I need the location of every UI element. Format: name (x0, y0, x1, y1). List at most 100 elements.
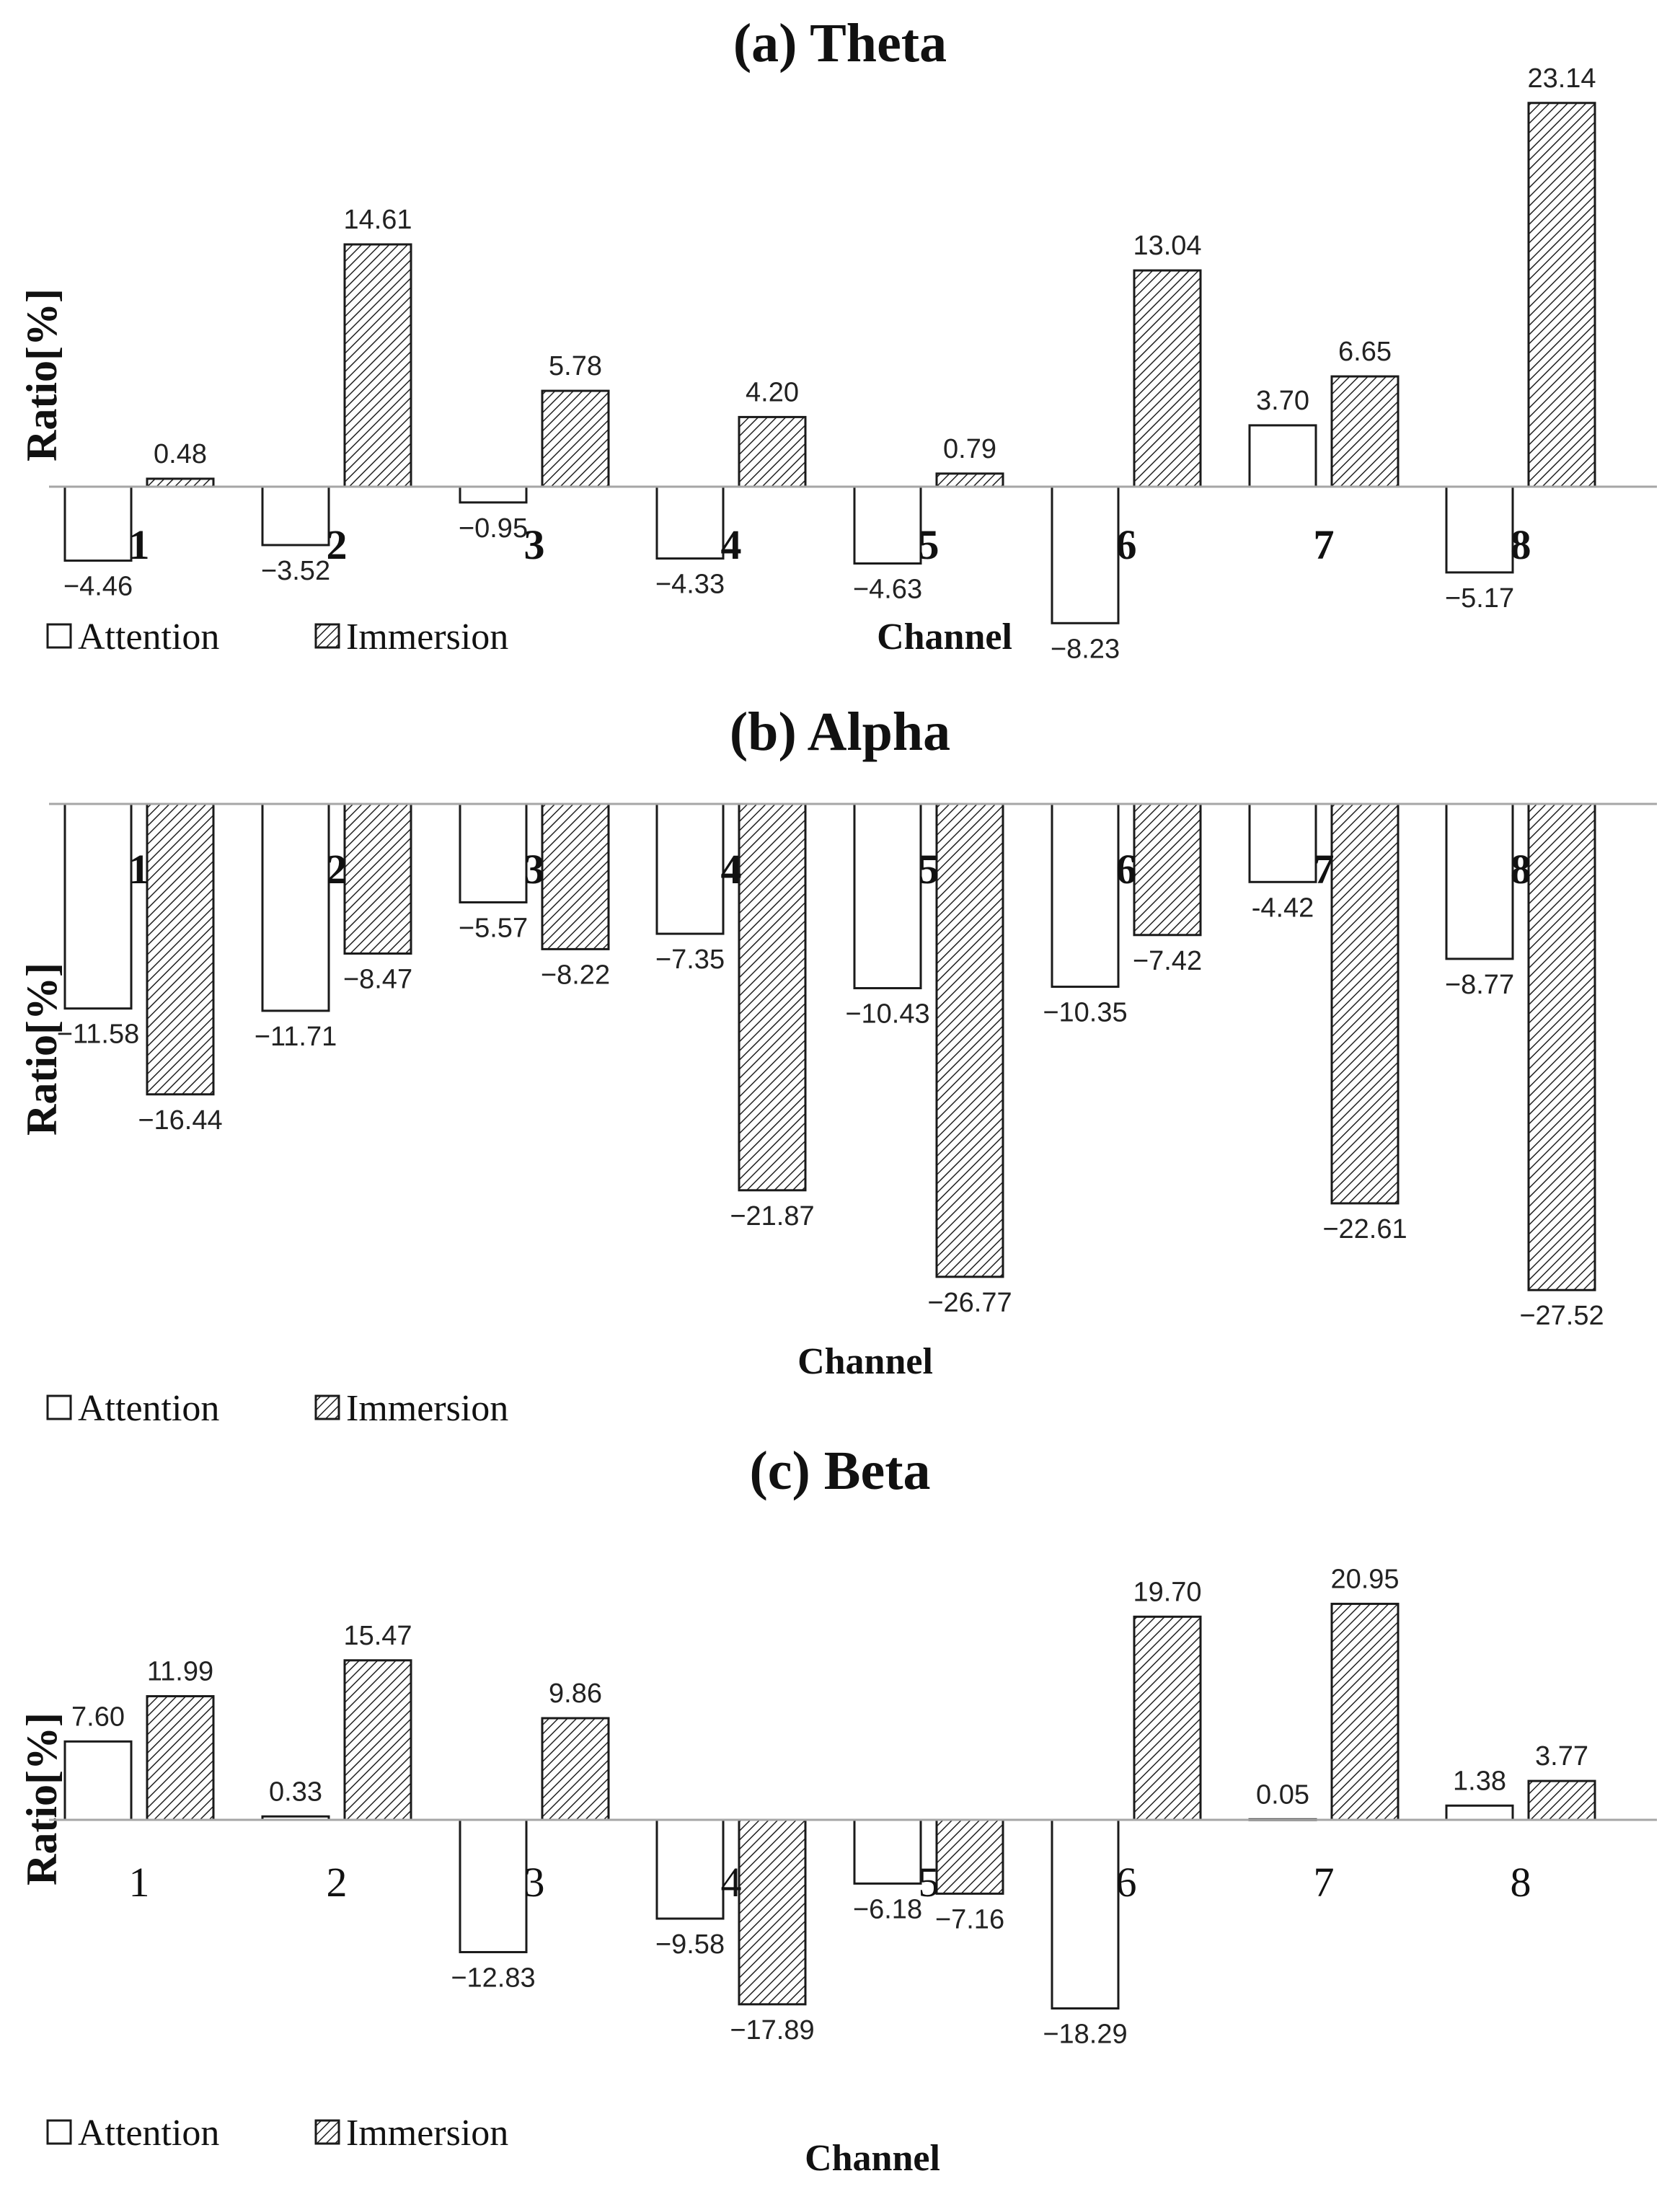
bar-immersion-ch1 (146, 802, 215, 1096)
x-tick-label: 1 (129, 521, 150, 568)
data-label-attention-ch2: 0.33 (269, 1777, 322, 1807)
bar-immersion-ch8 (1527, 1779, 1596, 1821)
legend-swatch-attention (46, 623, 72, 649)
x-tick-label: 4 (721, 1859, 742, 1906)
x-tick-label: 1 (129, 846, 150, 893)
data-label-immersion-ch7: 6.65 (1338, 337, 1392, 367)
legend: Attention Immersion (46, 616, 508, 658)
x-tick-label: 3 (524, 521, 545, 568)
bar-attention-ch8 (1445, 1804, 1514, 1821)
legend-swatch-attention (46, 1394, 72, 1420)
bar-attention-ch6 (1051, 485, 1120, 624)
data-label-attention-ch3: −5.57 (459, 913, 528, 943)
bar-immersion-ch3 (541, 802, 610, 950)
legend-label-attention: Attention (78, 2113, 219, 2154)
bar-immersion-ch8 (1527, 802, 1596, 1291)
x-tick-label: 4 (721, 521, 742, 568)
bar-attention-ch8 (1445, 485, 1514, 574)
bar-immersion-ch7 (1330, 1602, 1400, 1821)
chart-panel-3: (c) Beta Ratio[%] 7.60 11.99 0.33 15.47 −12.83… (18, 1441, 1657, 2179)
data-label-attention-ch8: 1.38 (1453, 1766, 1506, 1796)
bar-immersion-ch6 (1133, 802, 1202, 937)
bar-immersion-ch2 (343, 1659, 412, 1821)
data-label-immersion-ch7: −22.61 (1322, 1214, 1407, 1244)
chart-panel-1: (a) Theta Ratio[%] −4.46 0.48 −3.52 14.61 −0.9… (18, 13, 1657, 664)
data-label-immersion-ch3: −8.22 (541, 960, 610, 990)
x-tick-label: 4 (721, 846, 742, 893)
data-label-immersion-ch5: 0.79 (943, 434, 996, 464)
x-axis-label: Channel (805, 2138, 940, 2179)
x-tick-label: 8 (1511, 521, 1531, 568)
data-label-attention-ch6: −10.35 (1043, 998, 1127, 1028)
x-tick-label: 6 (1116, 846, 1137, 893)
x-tick-label: 5 (919, 1859, 940, 1906)
data-label-attention-ch2: −3.52 (261, 556, 330, 586)
x-tick-label: 8 (1511, 846, 1531, 893)
y-axis-label: Ratio[%] (18, 1712, 66, 1885)
data-label-immersion-ch1: 0.48 (154, 439, 207, 469)
legend-swatch-immersion (314, 2119, 340, 2145)
x-tick-label: 2 (327, 846, 348, 893)
bar-attention-ch5 (853, 1818, 922, 1885)
data-label-attention-ch1: −4.46 (63, 572, 133, 602)
bar-immersion-ch4 (738, 415, 807, 488)
data-label-attention-ch6: −18.29 (1043, 2020, 1127, 2050)
bar-immersion-ch6 (1133, 269, 1202, 488)
data-label-attention-ch7: 3.70 (1256, 386, 1309, 416)
data-label-immersion-ch8: −27.52 (1519, 1301, 1604, 1331)
x-tick-label: 3 (524, 1859, 545, 1906)
bar-immersion-ch5 (935, 472, 1004, 488)
data-label-immersion-ch2: 14.61 (343, 205, 412, 235)
x-tick-label: 7 (1314, 846, 1335, 893)
legend: Attention Immersion (46, 2113, 508, 2154)
bar-attention-ch6 (1051, 802, 1120, 989)
legend-swatch-immersion (314, 623, 340, 649)
data-label-immersion-ch5: −7.16 (935, 1904, 1004, 1934)
legend-swatch-immersion (314, 1394, 340, 1420)
chart-title: (a) Theta (733, 13, 947, 74)
data-label-attention-ch3: −0.95 (459, 513, 528, 544)
data-label-immersion-ch2: 15.47 (343, 1621, 412, 1651)
legend-swatch-attention (46, 2119, 72, 2145)
legend-label-attention: Attention (78, 1388, 219, 1429)
legend-label-immersion: Immersion (346, 1388, 508, 1429)
bar-attention-ch2 (261, 485, 330, 547)
data-label-immersion-ch8: 23.14 (1527, 63, 1596, 94)
bar-attention-ch6 (1051, 1818, 1120, 2010)
data-label-attention-ch1: −11.58 (57, 1020, 139, 1050)
bar-attention-ch5 (853, 802, 922, 990)
data-label-immersion-ch5: −26.77 (927, 1288, 1012, 1318)
bar-attention-ch4 (655, 1818, 725, 1920)
legend-label-attention: Attention (78, 616, 219, 658)
data-label-attention-ch4: −4.33 (655, 570, 725, 600)
bar-immersion-ch1 (146, 1695, 215, 1821)
data-label-immersion-ch3: 9.86 (549, 1679, 602, 1709)
chart-title: (c) Beta (749, 1441, 930, 1501)
x-tick-label: 7 (1314, 521, 1335, 568)
bar-attention-ch7 (1248, 424, 1317, 488)
legend-label-immersion: Immersion (346, 2113, 508, 2154)
data-label-immersion-ch4: −17.89 (730, 2015, 814, 2046)
data-label-immersion-ch3: 5.78 (549, 351, 602, 381)
x-tick-label: 2 (327, 1859, 348, 1906)
x-axis-label: Channel (797, 1341, 933, 1382)
data-label-immersion-ch2: −8.47 (343, 965, 412, 995)
x-tick-label: 6 (1116, 1859, 1137, 1906)
bar-immersion-ch1 (146, 477, 215, 488)
chart-panel-2: (b) Alpha Ratio[%]−11.58 −16.44 −11.71−8.47… (18, 702, 1657, 1429)
bar-immersion-ch5 (935, 1818, 1004, 1895)
x-tick-label: 1 (129, 1859, 150, 1906)
data-label-immersion-ch7: 20.95 (1330, 1564, 1399, 1594)
x-tick-label: 5 (919, 521, 940, 568)
data-label-attention-ch8: −8.77 (1445, 970, 1514, 1000)
data-label-attention-ch4: −7.35 (655, 945, 725, 975)
bar-immersion-ch2 (343, 243, 412, 488)
data-label-immersion-ch1: 11.99 (147, 1657, 213, 1687)
data-label-immersion-ch6: −7.42 (1133, 946, 1202, 976)
data-label-immersion-ch4: 4.20 (746, 377, 799, 407)
data-label-attention-ch2: −11.71 (255, 1022, 337, 1052)
bar-attention-ch7 (1248, 802, 1317, 883)
bar-immersion-ch3 (541, 389, 610, 488)
bar-immersion-ch8 (1527, 102, 1596, 488)
